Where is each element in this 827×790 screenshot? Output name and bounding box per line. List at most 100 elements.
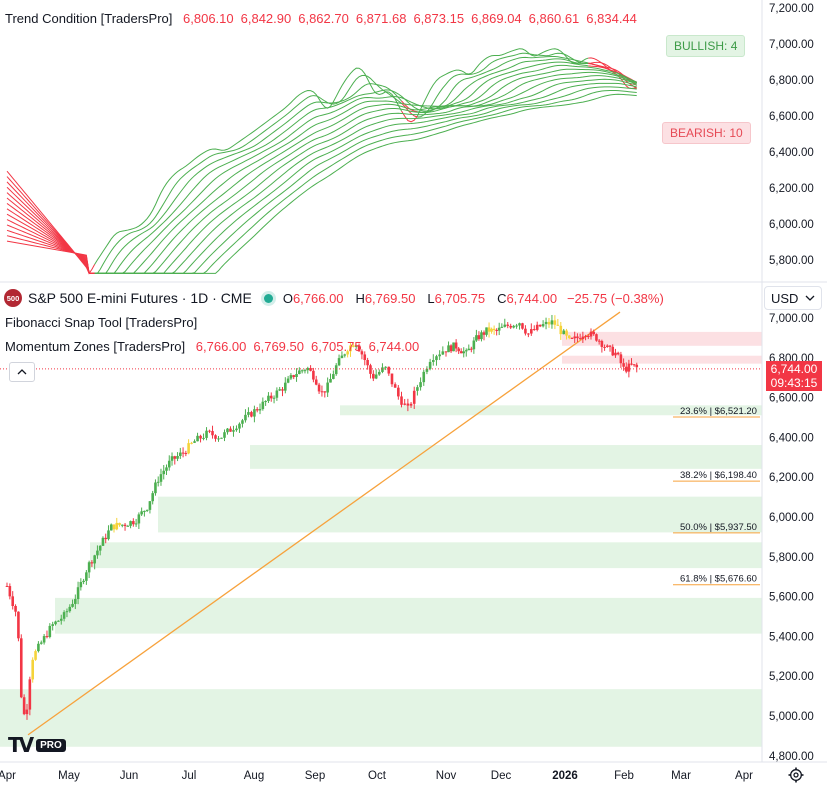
candle-body xyxy=(71,603,74,607)
candle-body xyxy=(314,379,318,385)
candle-body xyxy=(275,390,279,398)
x-tick-label: Mar xyxy=(671,770,691,782)
trend-condition-value: 6,869.04 xyxy=(471,11,522,26)
candle-body xyxy=(343,354,347,356)
candle-body xyxy=(393,384,397,388)
candle-body xyxy=(85,572,88,581)
fib-level-label: 61.8% | $5,676.60 xyxy=(680,574,757,585)
trend-ma-line xyxy=(94,71,637,274)
candle-body xyxy=(31,659,34,680)
candle-body xyxy=(603,346,606,348)
candle-body xyxy=(120,524,124,526)
trend-ma-line xyxy=(416,48,589,117)
trend-ma-line xyxy=(401,110,418,123)
close-value: 6,744.00 xyxy=(506,291,558,306)
trend-ma-line xyxy=(94,61,589,274)
candle-body xyxy=(459,351,463,354)
candle-body xyxy=(165,467,168,471)
candle-body xyxy=(586,336,590,338)
candle-body xyxy=(317,384,321,392)
candle-body xyxy=(334,365,338,375)
x-tick-label: May xyxy=(58,770,80,782)
trend-ma-line xyxy=(6,181,95,274)
high-value: 6,769.50 xyxy=(364,291,416,306)
momentum-support-zone xyxy=(55,597,762,634)
main-y-tick-label: 5,400.00 xyxy=(769,631,814,643)
symbol-title[interactable]: S&P 500 E-mini Futures · 1D · CME xyxy=(28,290,252,306)
candle-body xyxy=(109,524,113,531)
trend-condition-value: 6,873.15 xyxy=(413,11,465,26)
candle-body xyxy=(187,443,190,454)
candle-body xyxy=(281,389,284,391)
trend-ma-line xyxy=(94,93,637,274)
fibonacci-legend[interactable]: Fibonacci Snap Tool [TradersPro] xyxy=(5,315,197,330)
candle-body xyxy=(159,474,163,482)
candle-body xyxy=(220,437,223,439)
candle-body xyxy=(176,455,179,459)
candle-body xyxy=(134,523,138,525)
candle-body xyxy=(406,403,410,406)
candle-body xyxy=(65,611,69,613)
candle-body xyxy=(329,378,332,383)
candle-body xyxy=(409,403,413,406)
main-y-tick-label: 6,600.00 xyxy=(769,393,814,405)
candle-body xyxy=(264,401,267,403)
candle-body xyxy=(547,321,551,325)
candle-body xyxy=(444,351,448,353)
last-price-tag: 6,744.00 09:43:15 xyxy=(766,361,822,391)
collapse-legend-button[interactable] xyxy=(9,362,35,382)
candle-body xyxy=(447,345,450,353)
trend-ma-line xyxy=(94,82,637,274)
momentum-value: 6,705.75 xyxy=(310,339,362,354)
candle-body xyxy=(326,382,329,393)
trend-condition-title: Trend Condition [TradersPro] xyxy=(5,11,173,26)
candle-body xyxy=(487,327,491,332)
candle-body xyxy=(123,524,127,527)
main-y-tick-label: 5,800.00 xyxy=(769,552,814,564)
momentum-support-zone xyxy=(158,496,762,533)
candle-body xyxy=(553,320,557,325)
main-y-tick-label: 5,000.00 xyxy=(769,711,814,723)
candle-body xyxy=(93,555,96,564)
candle-body xyxy=(441,351,445,355)
candle-body xyxy=(320,391,324,393)
currency-button[interactable]: USD xyxy=(764,286,822,310)
chart-settings-gear-icon[interactable] xyxy=(788,767,804,783)
chevron-down-icon xyxy=(805,295,815,301)
trend-condition-legend[interactable]: Trend Condition [TradersPro] 6,806.10 6,8… xyxy=(5,11,637,26)
main-y-tick-label: 7,000.00 xyxy=(769,313,814,325)
main-y-tick-label: 6,400.00 xyxy=(769,432,814,444)
momentum-values: 6,766.00 6,769.50 6,705.75 6,744.00 xyxy=(189,339,419,354)
candle-body xyxy=(19,638,23,698)
candle-body xyxy=(151,493,154,502)
candle-body xyxy=(143,510,146,512)
trend-ma-line xyxy=(6,170,95,274)
candle-body xyxy=(538,324,542,327)
candle-body xyxy=(5,585,9,587)
candle-body xyxy=(435,356,438,361)
symbol-header[interactable]: 500 S&P 500 E-mini Futures · 1D · CME O6… xyxy=(4,288,670,308)
candle-body xyxy=(115,522,119,530)
candle-body xyxy=(616,352,620,355)
candle-body xyxy=(584,336,587,338)
candle-body xyxy=(250,412,253,417)
candle-body xyxy=(559,325,563,335)
candle-body xyxy=(59,618,63,621)
candle-body xyxy=(500,326,504,328)
trend-ma-line xyxy=(94,78,637,274)
candle-body xyxy=(292,375,296,378)
momentum-support-zone xyxy=(340,405,762,416)
candle-body xyxy=(126,525,130,527)
candle-body xyxy=(323,391,327,393)
candle-body xyxy=(462,351,466,354)
momentum-resistance-zone xyxy=(562,355,762,364)
candle-body xyxy=(544,321,548,325)
momentum-support-zone xyxy=(0,689,762,747)
momentum-legend[interactable]: Momentum Zones [TradersPro] 6,766.00 6,76… xyxy=(5,339,419,354)
candle-body xyxy=(475,335,478,341)
candle-body xyxy=(532,329,536,331)
bearish-count-badge: BEARISH: 10 xyxy=(662,122,751,144)
tradingview-logo[interactable]: TV PRO xyxy=(8,733,66,757)
candle-body xyxy=(62,612,66,619)
